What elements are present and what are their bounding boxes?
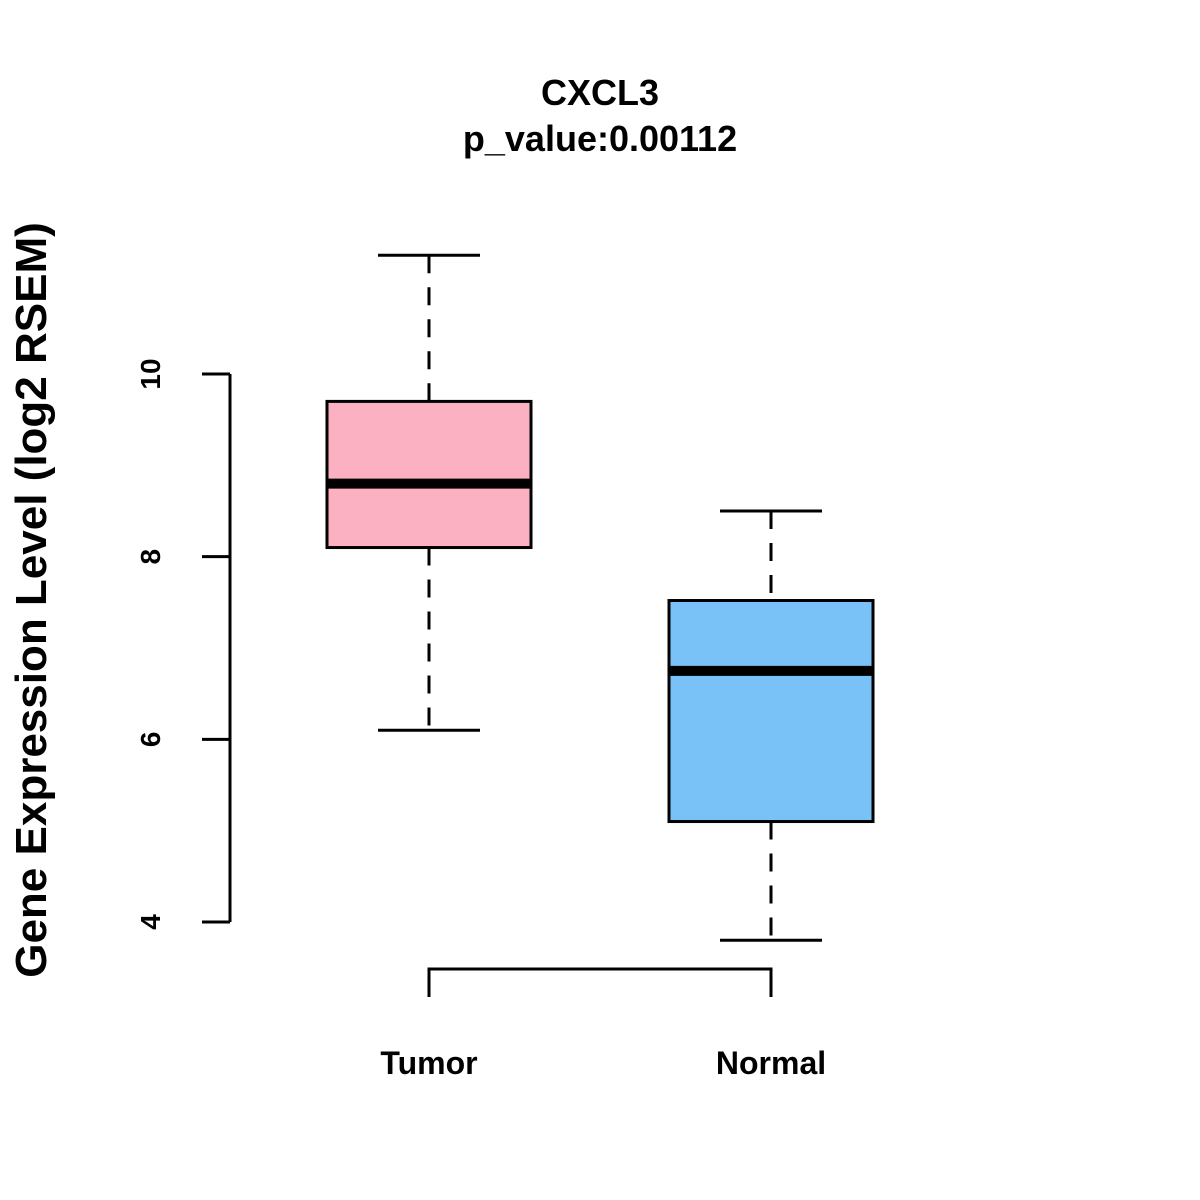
- comparison-bracket: [427, 967, 773, 997]
- box-group-tumor: [325, 253, 533, 732]
- y-axis-label: Gene Expression Level (log2 RSEM): [7, 222, 56, 978]
- x-category-label: Tumor: [380, 1045, 477, 1081]
- chart-title: CXCL3: [541, 72, 659, 113]
- y-axis: 4 6 8 10: [135, 358, 232, 930]
- box-body: [325, 399, 533, 550]
- y-tick-label: 4: [135, 914, 166, 930]
- y-tick-label: 10: [135, 358, 166, 389]
- box-body: [667, 599, 875, 824]
- x-category-label: Normal: [716, 1045, 826, 1081]
- chart-subtitle: p_value:0.00112: [463, 118, 737, 159]
- box-group-normal: [667, 509, 875, 942]
- bracket-line: [427, 967, 773, 997]
- y-tick-label: 6: [135, 732, 166, 748]
- category-labels: Tumor Normal: [380, 1045, 826, 1081]
- boxes: [325, 253, 875, 942]
- y-tick-label: 8: [135, 549, 166, 565]
